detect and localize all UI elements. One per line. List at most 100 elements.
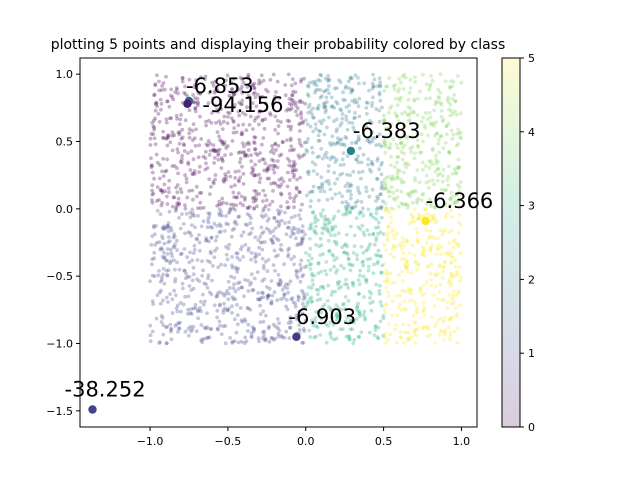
background-sample-point (246, 148, 251, 152)
background-sample-point (348, 224, 353, 229)
background-sample-point (191, 265, 196, 270)
background-sample-point (244, 142, 249, 147)
background-sample-point (269, 163, 274, 168)
background-sample-point (339, 263, 343, 268)
background-sample-point (302, 329, 306, 333)
background-sample-point (164, 341, 169, 346)
background-sample-point (231, 297, 236, 302)
background-sample-point (400, 239, 405, 244)
background-sample-point (277, 185, 282, 189)
background-sample-point (272, 96, 277, 101)
background-sample-point (246, 206, 251, 211)
background-sample-point (251, 329, 256, 334)
background-sample-point (340, 157, 345, 162)
background-sample-point (243, 243, 248, 247)
background-sample-point (406, 203, 410, 208)
background-sample-point (195, 258, 200, 262)
background-sample-point (389, 206, 394, 211)
background-sample-point (438, 282, 443, 287)
background-sample-point (299, 112, 303, 117)
background-sample-point (355, 158, 359, 162)
background-sample-point (203, 74, 208, 79)
background-sample-point (276, 143, 281, 148)
background-sample-point (361, 312, 366, 317)
background-sample-point (304, 304, 308, 309)
background-sample-point (212, 303, 217, 308)
background-sample-point (453, 265, 458, 269)
background-sample-point (346, 299, 351, 303)
background-sample-point (249, 153, 254, 158)
background-sample-point (321, 208, 325, 213)
background-sample-point (332, 258, 337, 262)
background-sample-point (148, 323, 153, 328)
background-sample-point (317, 128, 321, 133)
background-sample-point (322, 189, 327, 194)
background-sample-point (300, 100, 304, 104)
background-sample-point (439, 108, 444, 113)
background-sample-point (289, 97, 294, 102)
background-sample-point (242, 154, 247, 159)
background-sample-point (420, 252, 424, 257)
background-sample-point (448, 283, 453, 288)
background-sample-point (168, 292, 173, 296)
background-sample-point (431, 213, 436, 218)
background-sample-point (441, 174, 445, 178)
background-sample-point (239, 318, 244, 323)
background-sample-point (331, 141, 336, 146)
background-sample-point (450, 297, 455, 302)
background-sample-point (301, 236, 306, 241)
background-sample-point (370, 136, 375, 141)
background-sample-point (402, 72, 406, 77)
background-sample-point (211, 264, 215, 268)
background-sample-point (357, 137, 361, 141)
background-sample-point (282, 292, 287, 297)
background-sample-point (160, 225, 165, 230)
background-sample-point (175, 147, 180, 152)
background-sample-point (163, 87, 167, 92)
background-sample-point (236, 287, 241, 291)
background-sample-point (312, 230, 317, 234)
background-sample-point (334, 242, 339, 247)
background-sample-point (162, 182, 167, 187)
background-sample-point (334, 336, 339, 341)
background-sample-point (328, 157, 333, 162)
background-sample-point (427, 236, 432, 241)
background-sample-point (398, 136, 402, 141)
background-sample-point (246, 289, 251, 293)
background-sample-point (289, 103, 294, 107)
background-sample-point (319, 310, 324, 315)
background-sample-point (165, 99, 170, 104)
background-sample-point (331, 217, 336, 222)
background-sample-point (326, 164, 331, 168)
background-sample-point (433, 284, 438, 289)
background-sample-point (257, 110, 262, 115)
background-sample-point (250, 101, 255, 105)
background-sample-point (420, 293, 424, 298)
background-sample-point (448, 275, 453, 280)
background-sample-point (377, 119, 382, 124)
background-sample-point (424, 173, 429, 178)
background-sample-point (157, 176, 162, 181)
background-sample-point (391, 228, 395, 232)
background-sample-point (215, 315, 220, 320)
background-sample-point (291, 101, 296, 106)
background-sample-point (317, 244, 322, 249)
background-sample-point (174, 185, 178, 190)
background-sample-point (407, 113, 411, 118)
background-sample-point (161, 174, 166, 179)
background-sample-point (218, 122, 223, 126)
background-sample-point (351, 341, 356, 346)
background-sample-point (425, 117, 430, 122)
background-sample-point (320, 231, 325, 236)
background-sample-point (234, 203, 239, 208)
background-sample-point (262, 338, 267, 342)
background-sample-point (266, 326, 271, 331)
background-sample-point (370, 104, 374, 108)
background-sample-point (404, 266, 409, 271)
background-sample-point (364, 100, 369, 105)
background-sample-point (191, 197, 195, 202)
background-sample-point (287, 246, 292, 251)
background-sample-point (332, 119, 336, 124)
background-sample-point (399, 189, 404, 194)
background-sample-point (257, 339, 261, 344)
